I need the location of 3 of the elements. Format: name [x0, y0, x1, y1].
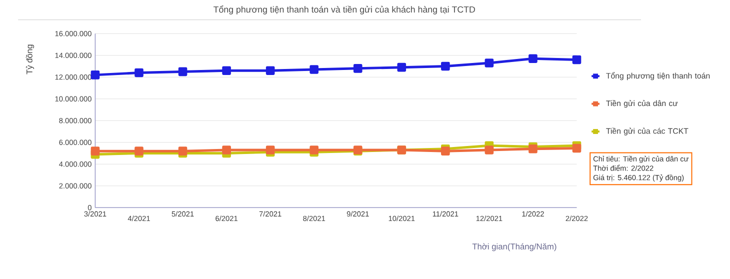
chart-title: Tổng phương tiện thanh toán và tiền gửi của khách hàng tại TCTD	[214, 5, 475, 14]
x-axis-title: Thời gian(Tháng/Năm)	[472, 243, 556, 252]
y-axis-title: Tỷ đồng	[26, 44, 34, 74]
